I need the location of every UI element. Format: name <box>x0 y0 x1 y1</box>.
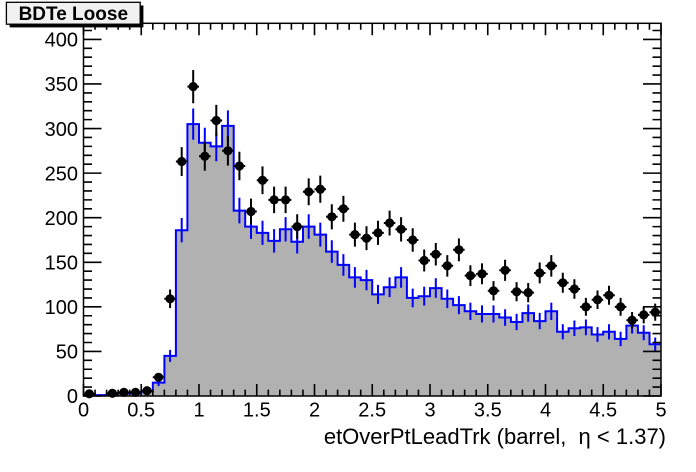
svg-text:BDTe Loose: BDTe Loose <box>19 4 128 25</box>
svg-text:300: 300 <box>45 119 78 141</box>
svg-text:1: 1 <box>193 400 204 422</box>
svg-text:1.5: 1.5 <box>243 400 271 422</box>
svg-text:0: 0 <box>78 400 89 422</box>
svg-text:100: 100 <box>45 297 78 319</box>
svg-text:250: 250 <box>45 163 78 185</box>
svg-text:2: 2 <box>309 400 320 422</box>
svg-text:0: 0 <box>67 386 78 408</box>
svg-text:4.5: 4.5 <box>589 400 617 422</box>
svg-text:4: 4 <box>540 400 551 422</box>
svg-text:2.5: 2.5 <box>358 400 386 422</box>
svg-text:5: 5 <box>655 400 666 422</box>
svg-text:150: 150 <box>45 253 78 275</box>
svg-text:3.5: 3.5 <box>474 400 502 422</box>
svg-text:200: 200 <box>45 208 78 230</box>
svg-text:400: 400 <box>45 30 78 52</box>
svg-text:etOverPtLeadTrk (barrel, η <: etOverPtLeadTrk (barrel, η < 1.37) <box>324 424 666 449</box>
svg-text:0.5: 0.5 <box>127 400 155 422</box>
svg-text:50: 50 <box>56 342 78 364</box>
svg-text:350: 350 <box>45 74 78 96</box>
svg-text:3: 3 <box>424 400 435 422</box>
